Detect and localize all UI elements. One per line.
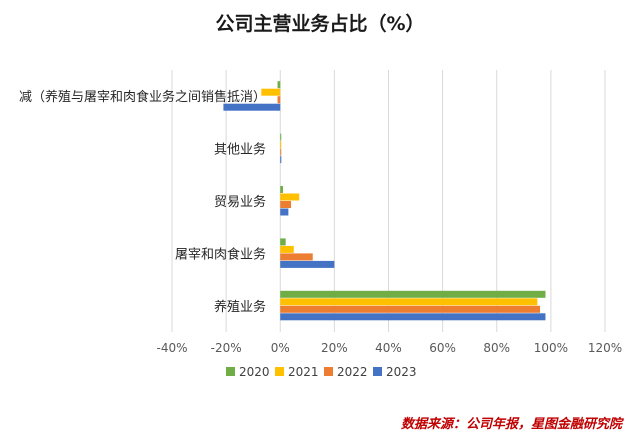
category-label: 贸易业务 bbox=[214, 194, 266, 210]
x-tick-label: 120% bbox=[588, 341, 622, 355]
bar bbox=[280, 186, 283, 193]
bar bbox=[223, 103, 281, 111]
x-tick-label: 0% bbox=[271, 341, 290, 355]
category-label: 养殖业务 bbox=[214, 299, 266, 315]
legend-swatch bbox=[226, 367, 235, 376]
legend-swatch bbox=[373, 367, 382, 376]
x-tick-label: 100% bbox=[534, 341, 568, 355]
legend-label: 2023 bbox=[386, 365, 417, 379]
bar bbox=[280, 238, 286, 246]
category-label: 减（养殖与屠宰和肉食业务之间销售抵消） bbox=[19, 89, 266, 105]
legend-label: 2021 bbox=[288, 365, 319, 379]
bar bbox=[280, 260, 335, 268]
source-note: 数据来源：公司年报，星图金融研究院 bbox=[400, 417, 622, 432]
bar bbox=[280, 141, 282, 149]
bar bbox=[280, 290, 546, 298]
bar bbox=[280, 313, 546, 321]
category-label: 其他业务 bbox=[214, 142, 266, 158]
x-tick-label: 20% bbox=[321, 341, 348, 355]
bar bbox=[280, 208, 289, 216]
bar bbox=[280, 253, 313, 261]
legend-swatch bbox=[324, 367, 333, 376]
category-label: 屠宰和肉食业务 bbox=[175, 246, 266, 262]
chart-title: 公司主营业务占比（%） bbox=[215, 12, 424, 35]
bar bbox=[280, 298, 538, 306]
bar bbox=[280, 156, 282, 164]
bar bbox=[280, 133, 282, 141]
bar bbox=[280, 148, 282, 156]
bar bbox=[280, 305, 541, 313]
bar bbox=[277, 81, 281, 89]
x-tick-label: 80% bbox=[483, 341, 510, 355]
bar bbox=[280, 201, 292, 208]
x-tick-label: 60% bbox=[429, 341, 456, 355]
bar bbox=[277, 96, 281, 104]
legend-label: 2020 bbox=[239, 365, 270, 379]
legend-label: 2022 bbox=[337, 365, 368, 379]
bar bbox=[261, 88, 281, 96]
legend-swatch bbox=[275, 367, 284, 376]
x-tick-label: -20% bbox=[211, 341, 242, 355]
x-tick-label: -40% bbox=[156, 341, 187, 355]
bar bbox=[280, 245, 294, 253]
bar bbox=[280, 193, 300, 201]
x-tick-label: 40% bbox=[375, 341, 402, 355]
